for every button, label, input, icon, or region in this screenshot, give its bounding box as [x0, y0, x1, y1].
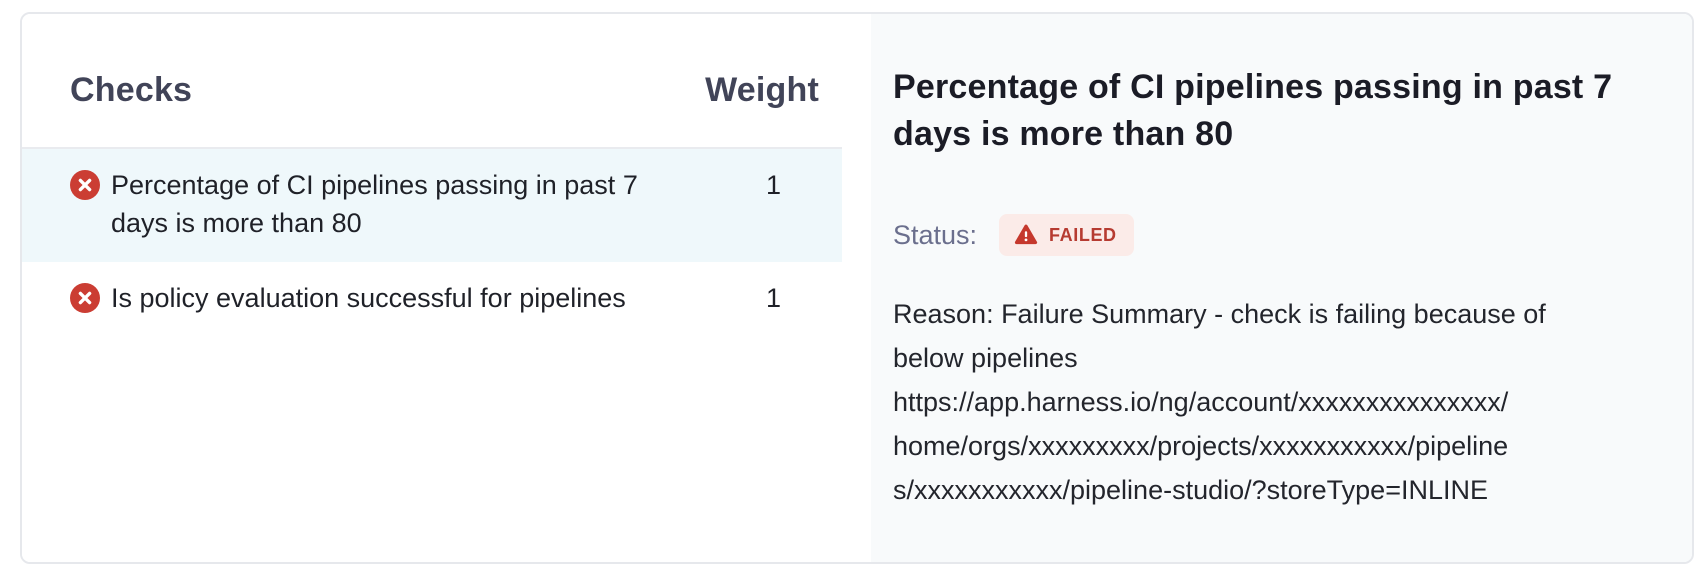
check-weight: 1	[766, 170, 782, 200]
checks-card: Checks Weight Percentage of CI pipelines…	[20, 12, 1694, 564]
header-divider	[22, 147, 842, 149]
check-reason: Reason: Failure Summary - check is faili…	[893, 299, 1546, 505]
failed-x-icon	[70, 170, 100, 200]
check-row[interactable]: Percentage of CI pipelines passing in pa…	[22, 149, 842, 262]
status-badge: FAILED	[999, 214, 1134, 256]
check-row[interactable]: Is policy evaluation successful for pipe…	[22, 262, 842, 337]
checks-list-header: Checks Weight	[70, 72, 819, 108]
status-label: Status:	[893, 219, 978, 250]
failed-x-icon	[70, 283, 100, 313]
check-detail-panel: Percentage of CI pipelines passing in pa…	[871, 14, 1692, 562]
status-row: Status: FAILED	[893, 214, 1652, 256]
status-badge-label: FAILED	[1049, 224, 1117, 245]
weight-column-header: Weight	[705, 71, 819, 109]
check-name: Percentage of CI pipelines passing in pa…	[111, 170, 638, 238]
checks-rows: Percentage of CI pipelines passing in pa…	[22, 149, 871, 337]
warning-triangle-icon	[1014, 223, 1038, 246]
check-detail-title: Percentage of CI pipelines passing in pa…	[893, 68, 1613, 153]
check-name: Is policy evaluation successful for pipe…	[111, 283, 626, 313]
checks-list-panel: Checks Weight Percentage of CI pipelines…	[22, 14, 871, 562]
checks-column-header: Checks	[70, 71, 193, 109]
check-weight: 1	[766, 283, 782, 313]
